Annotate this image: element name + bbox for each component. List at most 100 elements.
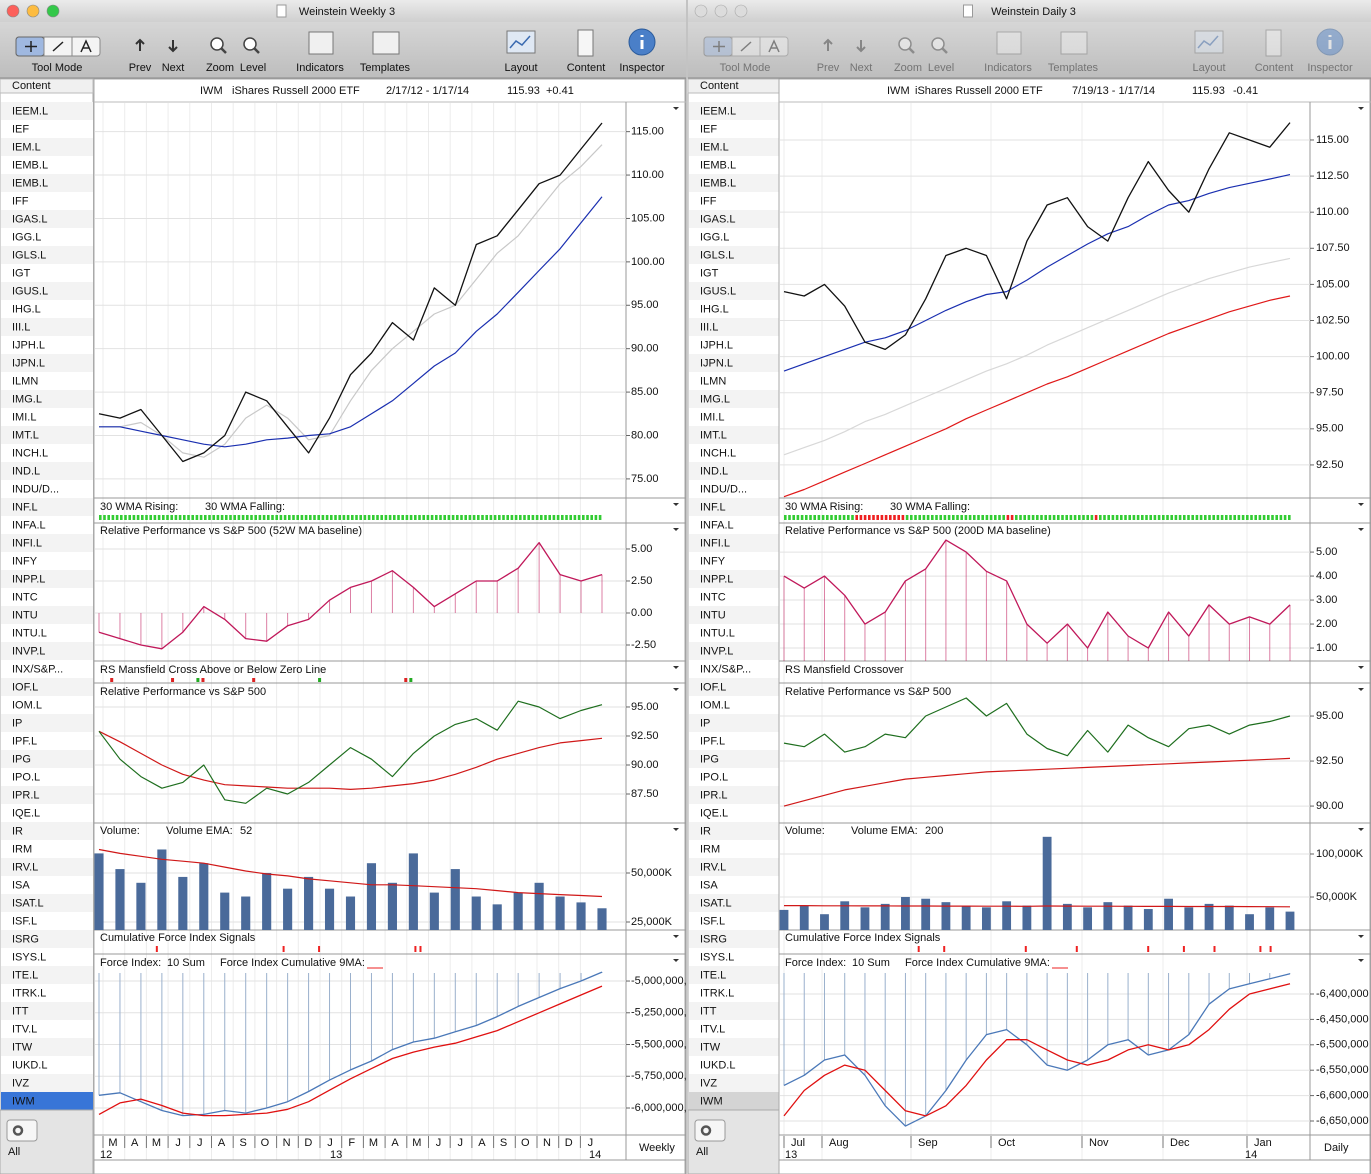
list-item[interactable]: ITV.L [12,1023,37,1035]
list-row[interactable] [1,912,93,930]
list-row[interactable] [689,372,781,390]
zoom-icon[interactable] [210,37,224,51]
layout-icon[interactable] [506,30,536,54]
list-item[interactable]: IPF.L [12,735,37,747]
list-item[interactable]: IGUS.L [12,285,48,297]
list-item[interactable]: ISRG [700,933,727,945]
list-row[interactable] [1,1056,93,1074]
list-item[interactable]: IMG.L [700,393,730,405]
list-item[interactable]: INX/S&P... [700,663,751,675]
list-row[interactable] [1,624,93,642]
list-item[interactable]: IEMB.L [12,159,48,171]
list-row[interactable] [689,714,781,732]
list-item[interactable]: INTU [12,609,38,621]
list-row[interactable] [1,948,93,966]
prev-icon[interactable] [135,38,145,51]
window-button[interactable] [46,4,60,18]
list-item[interactable]: IEF [12,123,29,135]
list-row[interactable] [689,732,781,750]
list-item[interactable]: IGAS.L [12,213,47,225]
list-row[interactable] [1,120,93,138]
list-item[interactable]: IGUS.L [700,285,736,297]
list-row[interactable] [689,246,781,264]
list-row[interactable] [1,984,93,1002]
list-item[interactable]: INF.L [700,501,726,513]
list-item[interactable]: INPP.L [12,573,45,585]
list-item[interactable]: IPG [12,753,31,765]
toolbar-label[interactable]: Prev [817,62,840,74]
templates-icon[interactable] [1060,31,1088,55]
pane-menu[interactable] [673,503,679,506]
list-row[interactable] [1,678,93,696]
list-item[interactable]: IND.L [12,465,40,477]
layout-icon[interactable] [1194,30,1224,54]
list-row[interactable] [689,588,781,606]
list-item[interactable]: IOF.L [700,681,726,693]
list-item[interactable]: INFA.L [12,519,46,531]
list-item[interactable]: INDU/D... [12,483,59,495]
list-row[interactable] [689,840,781,858]
toolbar-label[interactable]: Inspector [1307,62,1353,74]
list-item[interactable]: ITT [700,1005,717,1017]
list-item[interactable]: IJPN.L [12,357,45,369]
pane-menu[interactable] [1358,688,1364,691]
list-item[interactable]: IPR.L [12,789,40,801]
list-item[interactable]: IWM [12,1095,35,1107]
toolbar-label[interactable]: Layout [504,62,537,74]
next-icon[interactable] [856,40,866,53]
list-row[interactable] [689,912,781,930]
list-row[interactable] [689,336,781,354]
list-item[interactable]: IPF.L [700,735,725,747]
pane-menu[interactable] [1358,666,1364,669]
list-item[interactable]: IEEM.L [12,105,48,117]
list-row[interactable] [689,1056,781,1074]
content-icon[interactable] [1265,29,1282,57]
list-item[interactable]: IUKD.L [12,1059,47,1071]
list-row[interactable] [689,1092,781,1110]
list-item[interactable]: IMI.L [12,411,36,423]
pane-menu[interactable] [1358,503,1364,506]
list-row[interactable] [689,1074,781,1092]
list-row[interactable] [1,552,93,570]
list-row[interactable] [1,264,93,282]
list-item[interactable]: IQE.L [12,807,40,819]
toolbar-label[interactable]: Indicators [984,62,1032,74]
list-item[interactable]: IPO.L [12,771,40,783]
pane-menu[interactable] [1358,935,1364,938]
window-button[interactable] [734,4,748,18]
list-item[interactable]: INTC [12,591,38,603]
content-icon[interactable] [577,29,594,57]
list-row[interactable] [1,282,93,300]
pane-menu[interactable] [1358,528,1364,531]
list-row[interactable] [689,300,781,318]
toolbar-label[interactable]: Tool Mode [720,62,771,74]
list-item[interactable]: IGT [12,267,31,279]
list-row[interactable] [1,192,93,210]
list-item[interactable]: IR [12,825,23,837]
list-row[interactable] [1,210,93,228]
window-button[interactable] [26,4,40,18]
list-row[interactable] [1,1092,93,1110]
list-row[interactable] [689,462,781,480]
list-row[interactable] [689,516,781,534]
list-item[interactable]: IEM.L [12,141,41,153]
list-item[interactable]: ISA [700,879,718,891]
list-row[interactable] [689,984,781,1002]
list-row[interactable] [689,264,781,282]
list-row[interactable] [689,534,781,552]
list-item[interactable]: IOM.L [12,699,42,711]
list-item[interactable]: IHG.L [12,303,41,315]
list-row[interactable] [1,462,93,480]
list-row[interactable] [689,138,781,156]
list-row[interactable] [689,354,781,372]
list-item[interactable]: ISYS.L [12,951,46,963]
list-item[interactable]: IJPN.L [700,357,733,369]
list-item[interactable]: IGLS.L [12,249,46,261]
list-row[interactable] [689,966,781,984]
list-row[interactable] [689,210,781,228]
pane-menu[interactable] [673,959,679,962]
list-item[interactable]: IGT [700,267,719,279]
pane-menu[interactable] [1358,828,1364,831]
list-row[interactable] [1,516,93,534]
list-row[interactable] [689,228,781,246]
